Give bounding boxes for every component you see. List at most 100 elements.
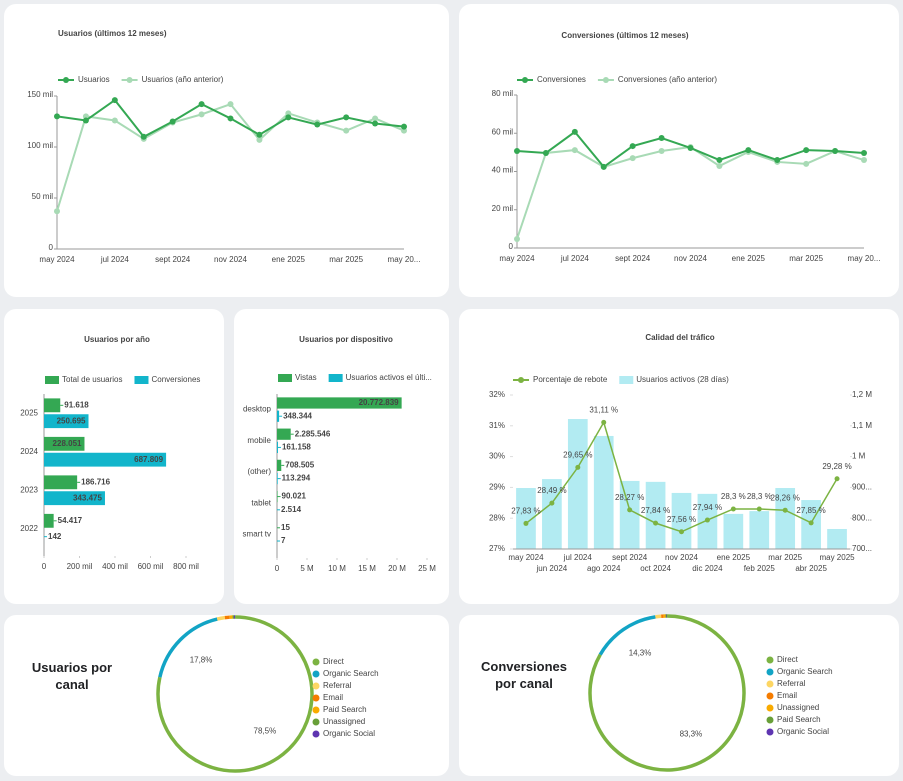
value-label: 343.475 (73, 493, 102, 502)
bar (567, 419, 588, 549)
legend-swatch (328, 374, 343, 382)
legend-dot (312, 730, 320, 738)
data-point (679, 529, 684, 535)
y-tick-label: 31% (489, 421, 505, 430)
data-point (514, 236, 520, 243)
legend-label: Unassigned (777, 703, 819, 712)
legend-dot (312, 694, 320, 702)
category-label: 2025 (20, 408, 38, 417)
bar (277, 441, 278, 454)
y2-tick-label: 700... (852, 544, 872, 553)
bar (749, 511, 770, 549)
legend-dot (63, 77, 69, 83)
data-point (730, 506, 736, 512)
x-tick-label: ene 2025 (717, 553, 751, 562)
x-tick-label: dic 2024 (692, 564, 723, 573)
legend-label: Usuarios activos (28 días) (636, 375, 729, 384)
data-point (549, 500, 555, 506)
pie-slice (156, 615, 314, 773)
legend-label: Conversiones (151, 375, 200, 384)
data-point (169, 118, 176, 125)
value-label: 161.158 (282, 443, 311, 452)
data-point (861, 149, 867, 156)
data-point (601, 419, 607, 425)
bar (277, 428, 291, 440)
data-point (256, 136, 263, 143)
value-label: 90.021 (282, 492, 307, 501)
value-label: 29,28 % (822, 462, 851, 471)
legend-label: Usuarios (78, 75, 110, 84)
x-tick-label: mar 2025 (768, 553, 802, 562)
legend-dot (312, 670, 320, 678)
legend-dot (766, 704, 774, 712)
card (4, 615, 449, 776)
value-label: 142 (48, 532, 62, 541)
data-point (571, 128, 578, 135)
chart-title: Usuarios por año (84, 335, 150, 344)
legend-label: Vistas (295, 373, 317, 382)
legend-dot (766, 656, 774, 664)
data-point (629, 143, 636, 150)
pie-slice (655, 614, 662, 619)
bar (44, 491, 105, 506)
category-label: 2023 (20, 485, 38, 494)
chart-title: Calidad del tráfico (645, 333, 714, 342)
value-label: 687.809 (134, 455, 163, 464)
x-tick-label: 0 (275, 564, 280, 573)
value-label: 348.344 (283, 411, 312, 420)
data-point (140, 133, 147, 140)
data-point (285, 114, 292, 121)
x-tick-label: feb 2025 (744, 564, 776, 573)
legend-dot (312, 682, 320, 690)
legend-label: Organic Search (323, 669, 379, 678)
legend-label: Total de usuarios (62, 375, 122, 384)
y-tick-label: 50 mil (32, 192, 54, 201)
legend-dot (522, 77, 528, 83)
data-point (716, 162, 723, 169)
bar (645, 481, 666, 549)
x-tick-label: 600 mil (138, 562, 164, 571)
legend-dot (766, 680, 774, 688)
data-point (803, 147, 810, 154)
value-label: 31,11 % (589, 406, 618, 415)
x-tick-label: jul 2024 (563, 553, 593, 562)
bar (827, 528, 847, 549)
bar (44, 475, 78, 490)
value-label: 28,3 % (721, 492, 746, 501)
card (234, 309, 449, 604)
data-point (523, 520, 529, 526)
legend-dot (766, 728, 774, 736)
y2-tick-label: 900... (852, 483, 872, 492)
legend-dot (126, 77, 133, 83)
slice-label: 17,8% (190, 656, 213, 665)
y-tick-label: 0 (49, 243, 54, 252)
legend-swatch (134, 376, 149, 384)
legend-label: Usuarios (año anterior) (142, 75, 224, 84)
y-tick-label: 60 mil (492, 127, 514, 136)
chart-title: Usuarios por canal (31, 660, 113, 692)
legend-label: Paid Search (777, 715, 821, 724)
x-tick-label: ago 2024 (587, 564, 621, 573)
bar (277, 490, 278, 503)
legend-label: Unassigned (323, 717, 365, 726)
data-point (861, 157, 867, 164)
bar (277, 459, 282, 471)
bar (671, 492, 692, 549)
x-tick-label: sept 2024 (615, 254, 651, 263)
x-tick-label: may 2024 (39, 255, 75, 264)
x-tick-label: may 2024 (499, 254, 535, 263)
value-label: 186.716 (81, 477, 110, 486)
card (4, 4, 449, 297)
y-tick-label: 150 mil (27, 90, 53, 99)
y-tick-label: 28% (489, 513, 505, 522)
data-point (111, 117, 118, 124)
data-point (542, 149, 549, 156)
data-point (111, 97, 118, 104)
data-point (372, 120, 379, 127)
legend-label: Referral (323, 681, 352, 690)
legend-dot (766, 716, 774, 724)
y2-tick-label: 800... (852, 513, 872, 522)
value-label: 2.514 (281, 505, 302, 514)
x-tick-label: 25 M (418, 564, 436, 573)
